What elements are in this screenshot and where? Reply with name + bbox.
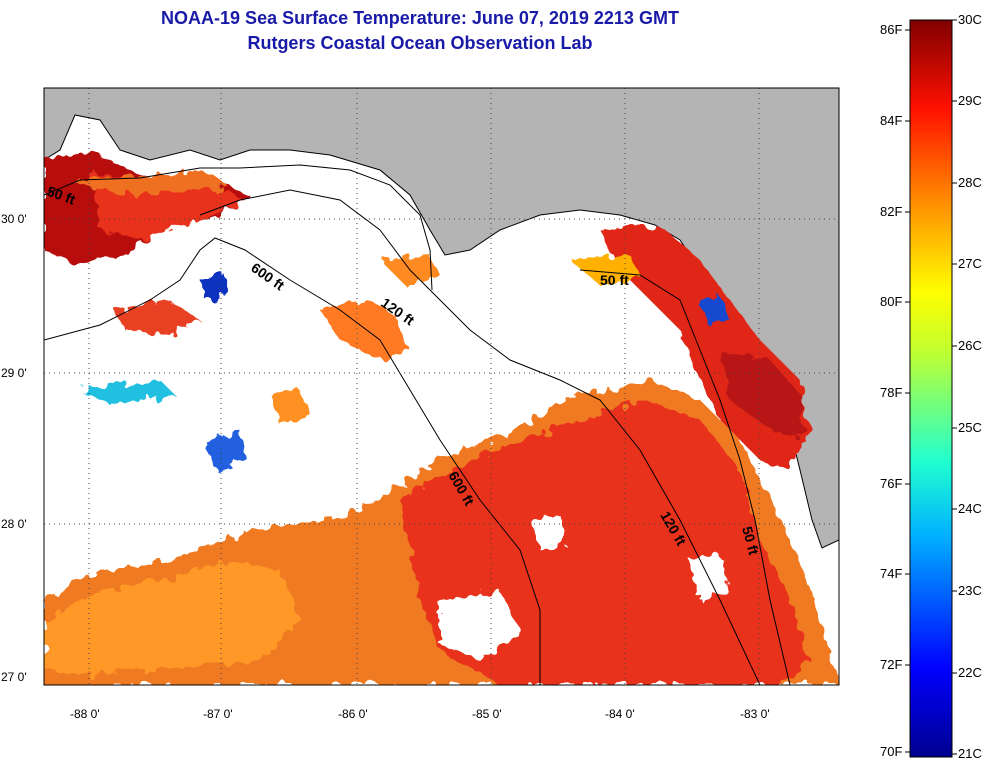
- contour-label-50ft-east: 50 ft: [600, 272, 629, 288]
- colorbar-f-84: 84F: [880, 113, 903, 128]
- lon-tick-86: -86 0': [338, 707, 368, 721]
- colorbar-f-80: 80F: [880, 294, 903, 309]
- land-mass: [44, 88, 839, 548]
- map-title: NOAA-19 Sea Surface Temperature: June 07…: [161, 8, 679, 28]
- colorbar-c-30: 30C: [958, 12, 982, 27]
- colorbar-f-70: 70F: [880, 744, 903, 759]
- depth-contours: [44, 164, 791, 685]
- colorbar: [909, 19, 953, 758]
- lat-tick-28: 28 0': [1, 517, 27, 531]
- contour-label-50ft-south: 50 ft: [739, 525, 762, 557]
- colorbar-c-28: 28C: [958, 175, 982, 190]
- lat-tick-27: 27 0': [1, 670, 27, 684]
- lon-tick-84: -84 0': [605, 707, 635, 721]
- map-subtitle: Rutgers Coastal Ocean Observation Lab: [247, 33, 593, 53]
- colorbar-c-25: 25C: [958, 420, 982, 435]
- lon-tick-88: -88 0': [70, 707, 100, 721]
- lat-tick-29: 29 0': [1, 366, 27, 380]
- colorbar-c-27: 27C: [958, 256, 982, 271]
- colorbar-c-29: 29C: [958, 93, 982, 108]
- colorbar-f-82: 82F: [880, 204, 903, 219]
- colorbar-c-24: 24C: [958, 501, 982, 516]
- colorbar-f-78: 78F: [880, 385, 903, 400]
- colorbar-c-22: 22C: [958, 665, 982, 680]
- colorbar-f-86: 86F: [880, 22, 903, 37]
- colorbar-c-21: 21C: [958, 746, 982, 761]
- sst-patches: [44, 150, 839, 685]
- colorbar-f-74: 74F: [880, 566, 903, 581]
- lon-tick-85: -85 0': [472, 707, 502, 721]
- lon-tick-83: -83 0': [740, 707, 770, 721]
- colorbar-f-76: 76F: [880, 476, 903, 491]
- colorbar-c-23: 23C: [958, 583, 982, 598]
- lon-tick-87: -87 0': [203, 707, 233, 721]
- colorbar-f-72: 72F: [880, 657, 903, 672]
- colorbar-c-26: 26C: [958, 338, 982, 353]
- lat-tick-30: 30 0': [1, 212, 27, 226]
